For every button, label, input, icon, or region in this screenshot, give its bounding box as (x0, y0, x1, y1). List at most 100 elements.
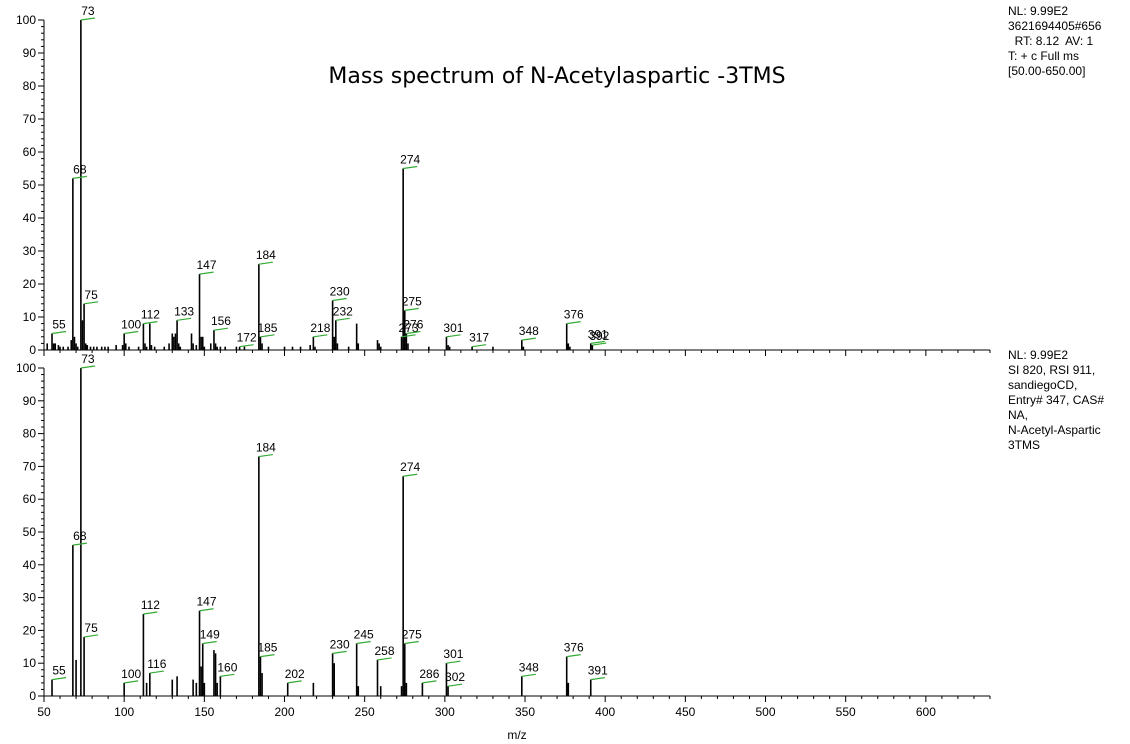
bottom-spectrum-panel: 0 10 20 30 40 50 60 70 80 90 100 50 100 150 200 250 300 3… (16, 352, 991, 719)
peak-label: 133 (174, 304, 194, 318)
peak-label: 275 (402, 628, 422, 642)
info-line: NL: 9.99E2 (1008, 4, 1069, 18)
peak-label: 184 (256, 248, 276, 262)
top-spectrum-info: NL: 9.99E2 3621694405#656 RT: 8.12 AV: 1… (1008, 4, 1101, 79)
peak-label: 149 (200, 628, 220, 642)
info-line: N-Acetyl-Aspartic (1008, 423, 1101, 437)
peak-label-leader (377, 657, 392, 661)
y-tick-label: 40 (23, 558, 37, 572)
peak-label-leader (521, 673, 536, 677)
x-tick-label: 400 (595, 705, 615, 719)
y-tick-label: 100 (16, 361, 36, 375)
info-line: 3TMS (1008, 438, 1041, 452)
info-line: T: + c Full ms (1008, 49, 1080, 63)
y-tick-label: 0 (29, 343, 36, 357)
peak-label: 75 (84, 288, 98, 302)
y-tick-label: 50 (23, 178, 37, 192)
peak-label-leader (404, 640, 419, 645)
peak-label-leader (356, 640, 371, 645)
peak-label-leader (258, 261, 273, 265)
peak-label-leader (332, 297, 347, 302)
peak-label: 273 (399, 321, 419, 335)
peak-label: 232 (333, 304, 353, 318)
y-tick-label: 10 (23, 310, 37, 324)
peak-label: 391 (588, 664, 608, 678)
y-tick-label: 90 (23, 394, 37, 408)
peak-label: 218 (310, 321, 330, 335)
peak-label: 348 (519, 660, 539, 674)
peak-label-leader (83, 301, 99, 305)
chart-title: Mass spectrum of N-Acetylaspartic -3TMS (328, 64, 785, 89)
y-tick-label: 90 (23, 46, 37, 60)
peak-label-leader (590, 677, 605, 681)
peak-label: 185 (257, 321, 277, 335)
info-line: 3621694405#656 (1008, 19, 1102, 33)
y-tick-label: 100 (16, 13, 36, 27)
peak-label-leader (446, 334, 461, 338)
peak-label-leader (72, 175, 87, 179)
peak-label: 230 (330, 637, 350, 651)
peak-label: 275 (402, 294, 422, 308)
info-line: NA, (1008, 408, 1029, 422)
peak-label: 147 (197, 258, 217, 272)
peak-label: 301 (443, 647, 463, 661)
peak-label-leader (590, 340, 605, 344)
peak-label-leader (220, 673, 235, 677)
peak-label: 392 (589, 329, 609, 343)
peak-label-leader (213, 327, 229, 331)
peak-label-leader (287, 680, 302, 684)
peak-label-leader (124, 330, 139, 335)
peak-label-leader (335, 317, 350, 321)
peak-label: 317 (469, 331, 489, 345)
peak-label-leader (80, 365, 95, 369)
peak-label: 112 (141, 598, 160, 612)
x-tick-label: 500 (756, 705, 776, 719)
info-line: [50.00-650.00] (1008, 64, 1086, 78)
peak-label-leader (332, 650, 347, 654)
peak-label-leader (566, 321, 581, 325)
peak-label-leader (51, 677, 67, 681)
y-tick-label: 70 (23, 459, 37, 473)
peak-label: 100 (121, 318, 141, 332)
peak-label: 112 (141, 308, 160, 322)
peak-label-leader (403, 165, 418, 170)
peak-label: 75 (84, 621, 98, 635)
peak-label: 376 (564, 641, 584, 655)
peak-label: 276 (403, 318, 423, 332)
peak-label: 202 (285, 667, 305, 681)
y-tick-label: 30 (23, 591, 37, 605)
x-tick-label: 250 (355, 705, 375, 719)
peak-label: 55 (52, 318, 66, 332)
x-tick-label: 150 (194, 705, 214, 719)
y-tick-label: 70 (23, 112, 37, 126)
peak-label-leader (72, 542, 87, 546)
y-tick-label: 60 (23, 145, 37, 159)
peak-label: 100 (121, 667, 141, 681)
peak-label: 156 (211, 314, 231, 328)
peak-label-leader (446, 660, 461, 664)
y-tick-label: 20 (23, 277, 37, 291)
peak-label-leader (521, 337, 536, 341)
peak-label: 68 (73, 162, 87, 176)
peak-label-leader (149, 670, 164, 674)
x-tick-label: 450 (675, 705, 695, 719)
peak-label-leader (260, 654, 275, 658)
peak-label-leader (447, 683, 463, 687)
info-line: RT: 8.12 AV: 1 (1008, 34, 1094, 48)
peak-label: 301 (443, 321, 463, 335)
x-tick-label: 100 (114, 705, 134, 719)
x-tick-label: 300 (435, 705, 455, 719)
x-tick-label: 50 (37, 705, 51, 719)
peak-label-leader (143, 321, 158, 325)
peak-label-leader (176, 317, 192, 321)
x-tick-label: 600 (916, 705, 936, 719)
peak-label-leader (406, 330, 421, 335)
peak-label: 147 (197, 595, 217, 609)
peak-label: 302 (445, 670, 465, 684)
info-line: sandiegoCD, (1008, 378, 1078, 392)
peak-label: 68 (73, 529, 87, 543)
peak-label: 73 (81, 4, 95, 18)
y-tick-label: 0 (29, 689, 36, 703)
